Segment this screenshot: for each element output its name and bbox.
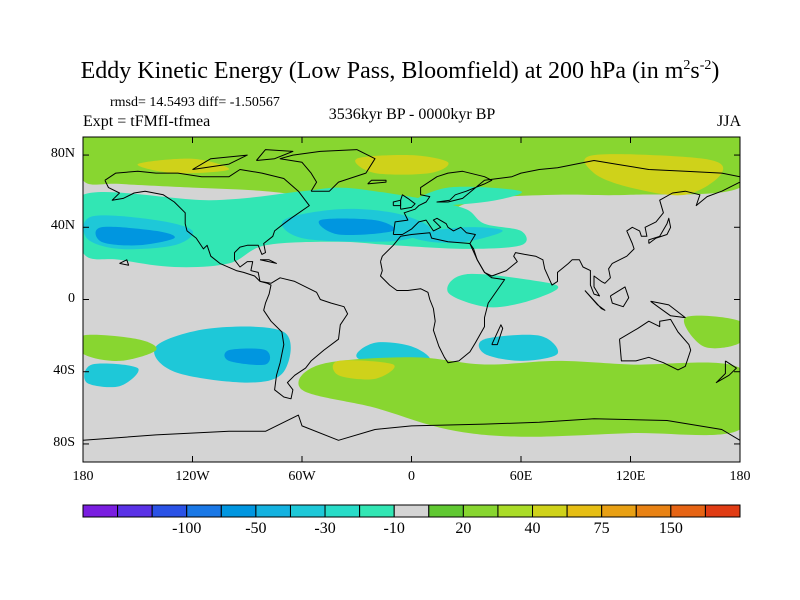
colorbar-box-6: [289, 504, 326, 518]
coastline-8: [648, 217, 672, 244]
field-region-4-2: [683, 315, 740, 349]
coastline-4: [491, 324, 504, 346]
field-region-5-0: [332, 360, 395, 380]
colorbar-box-0: [82, 504, 119, 518]
coastline-2: [392, 160, 740, 297]
field-region-1-1: [355, 154, 449, 175]
colorbar-box-5: [255, 504, 291, 518]
colorbar-label-0: -100: [172, 520, 202, 537]
y-tick-label-1: 40N: [50, 218, 75, 234]
coastline-11: [650, 300, 686, 319]
colorbar-box-7: [324, 504, 361, 518]
x-tick-label-5: 120E: [615, 469, 646, 484]
x-tick-label-3: 0: [408, 469, 415, 484]
colorbar: [82, 504, 741, 518]
y-tick-label-0: 80N: [50, 146, 75, 162]
coastline-5: [619, 318, 692, 371]
coastline-7: [392, 199, 402, 207]
colorbar-label-6: 75: [593, 520, 610, 537]
y-tick-label-3: 40S: [53, 362, 75, 378]
field-region-6-0: [95, 226, 175, 246]
plot-title: Eddy Kinetic Energy (Low Pass, Bloomfiel…: [80, 58, 720, 84]
field-region-4-0: [298, 357, 740, 437]
colorbar-box-11: [462, 504, 499, 518]
coastline-10: [609, 286, 630, 308]
colorbar-label-5: 40: [524, 520, 541, 537]
field-region-4-1: [83, 334, 157, 361]
colorbar-box-8: [359, 504, 395, 518]
colorbar-box-18: [704, 504, 741, 518]
x-tick-label-6: 180: [729, 469, 751, 484]
coastline-18: [259, 259, 277, 264]
experiment-label: Expt = tFMfI-tfmea: [83, 113, 211, 130]
colorbar-box-1: [117, 504, 153, 518]
coastline-15: [256, 149, 294, 161]
colorbar-box-10: [428, 504, 464, 518]
x-tick-label-0: 180: [72, 469, 94, 484]
coastline-0: [104, 169, 349, 400]
field-region-6-1: [318, 218, 395, 236]
colorbar-box-9: [393, 504, 430, 518]
stats-label: rmsd= 14.5493 diff= -1.50567: [110, 95, 280, 110]
coastline-layer: [83, 149, 740, 441]
colorbar-box-14: [566, 504, 603, 518]
x-tick-label-4: 60E: [509, 469, 533, 484]
colorbar-label-2: -30: [314, 520, 336, 537]
coastline-14: [83, 414, 740, 441]
y-tick-label-2: 0: [68, 290, 75, 306]
coastline-16: [192, 154, 248, 170]
colorbar-label-1: -50: [245, 520, 267, 537]
coastline-1: [279, 149, 376, 192]
x-tick-label-2: 60W: [288, 469, 316, 484]
season-label: JJA: [716, 113, 741, 130]
field-region-2-2: [447, 273, 559, 308]
field-region-3-3: [154, 326, 291, 383]
x-tick-label-1: 120W: [175, 469, 210, 484]
coastline-3: [380, 232, 506, 364]
period-label: 3536kyr BP - 0000kyr BP: [328, 106, 496, 123]
y-tick-label-4: 80S: [53, 434, 75, 450]
colorbar-box-12: [497, 504, 534, 518]
coastline-17: [119, 259, 130, 266]
coastline-12: [715, 360, 737, 384]
colorbar-box-3: [186, 504, 222, 518]
colorbar-box-17: [670, 504, 706, 518]
field-layer: [83, 137, 740, 437]
coastline-13: [367, 179, 387, 185]
axis-ticks: [82, 137, 741, 462]
field-region-1-2: [137, 158, 230, 174]
colorbar-label-4: 20: [455, 520, 472, 537]
field-region-3-6: [84, 363, 139, 388]
colorbar-box-16: [635, 504, 672, 518]
colorbar-label-3: -10: [383, 520, 405, 537]
colorbar-box-13: [532, 504, 568, 518]
colorbar-label-7: 150: [658, 520, 683, 537]
colorbar-box-4: [220, 504, 257, 518]
colorbar-box-2: [151, 504, 188, 518]
colorbar-box-15: [601, 504, 637, 518]
coastline-9: [584, 290, 606, 311]
field-region-6-2: [224, 348, 271, 366]
